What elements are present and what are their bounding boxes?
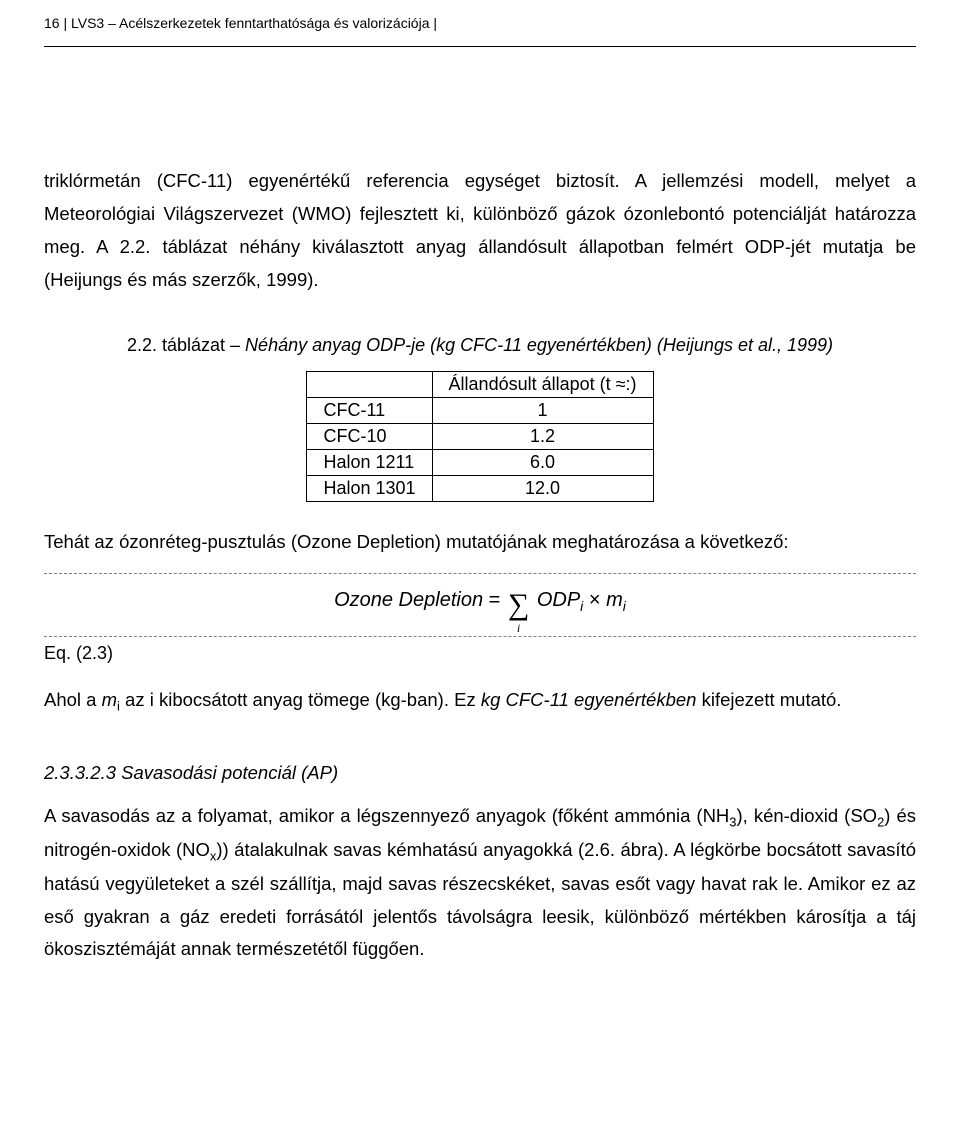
table-cell-name: Halon 1211 bbox=[307, 450, 432, 476]
paragraph-3: Ahol a mi az i kibocsátott anyag tömege … bbox=[44, 684, 916, 718]
table-caption: 2.2. táblázat – Néhány anyag ODP-je (kg … bbox=[44, 331, 916, 360]
p4-s1: 3 bbox=[729, 815, 736, 830]
table-cell-name: CFC-11 bbox=[307, 398, 432, 424]
table-row: Halon 1301 12.0 bbox=[307, 476, 653, 502]
page: 16 | LVS3 – Acélszerkezetek fenntartható… bbox=[0, 0, 960, 1143]
table-cell-value: 12.0 bbox=[432, 476, 653, 502]
page-header: 16 | LVS3 – Acélszerkezetek fenntartható… bbox=[44, 14, 916, 38]
equation-box: Ozone Depletion = ∑i ODPi × mi bbox=[44, 573, 916, 637]
table-header-blank bbox=[307, 372, 432, 398]
header-gap bbox=[44, 47, 916, 165]
eq-odp: ODP bbox=[537, 589, 580, 611]
eq-m-sub: i bbox=[623, 598, 626, 614]
table-cell-value: 1 bbox=[432, 398, 653, 424]
eq-sum-index: i bbox=[517, 620, 520, 637]
table-header-state: Állandósult állapot (t ≈:) bbox=[432, 372, 653, 398]
equation: Ozone Depletion = ∑i ODPi × mi bbox=[44, 584, 916, 626]
table-cell-value: 6.0 bbox=[432, 450, 653, 476]
p3-post: kifejezett mutató. bbox=[696, 689, 841, 710]
eq-lhs: Ozone Depletion bbox=[334, 589, 483, 611]
p3-pre: Ahol a bbox=[44, 689, 102, 710]
table-cell-name: CFC-10 bbox=[307, 424, 432, 450]
table-caption-label: 2.2. táblázat bbox=[127, 335, 225, 355]
paragraph-2: Tehát az ózonréteg-pusztulás (Ozone Depl… bbox=[44, 526, 916, 559]
table-cell-value: 1.2 bbox=[432, 424, 653, 450]
eq-equals: = bbox=[489, 589, 501, 611]
p3-ital: kg CFC-11 egyenértékben bbox=[481, 689, 697, 710]
p3-mi: m bbox=[102, 689, 117, 710]
p4-a: A savasodás az a folyamat, amikor a légs… bbox=[44, 805, 729, 826]
section-heading: 2.3.3.2.3 Savasodási potenciál (AP) bbox=[44, 762, 916, 784]
table-cell-name: Halon 1301 bbox=[307, 476, 432, 502]
paragraph-1: triklórmetán (CFC-11) egyenértékű refere… bbox=[44, 165, 916, 297]
eq-odp-sub: i bbox=[580, 598, 583, 614]
table-row: CFC-11 1 bbox=[307, 398, 653, 424]
table-header-row: Állandósult állapot (t ≈:) bbox=[307, 372, 653, 398]
table-wrapper: Állandósult állapot (t ≈:) CFC-11 1 CFC-… bbox=[44, 371, 916, 502]
eq-m: m bbox=[606, 589, 623, 611]
odp-table: Állandósult állapot (t ≈:) CFC-11 1 CFC-… bbox=[306, 371, 653, 502]
paragraph-4: A savasodás az a folyamat, amikor a légs… bbox=[44, 800, 916, 966]
table-caption-rest: – Néhány anyag ODP-je (kg CFC-11 egyenér… bbox=[230, 335, 833, 355]
table-row: CFC-10 1.2 bbox=[307, 424, 653, 450]
table-row: Halon 1211 6.0 bbox=[307, 450, 653, 476]
sigma-icon: ∑i bbox=[508, 584, 529, 626]
eq-times: × bbox=[589, 589, 601, 611]
p4-b: ), kén-dioxid (SO bbox=[737, 805, 878, 826]
p3-mid: az i kibocsátott anyag tömege (kg-ban). … bbox=[120, 689, 481, 710]
equation-label: Eq. (2.3) bbox=[44, 643, 916, 664]
